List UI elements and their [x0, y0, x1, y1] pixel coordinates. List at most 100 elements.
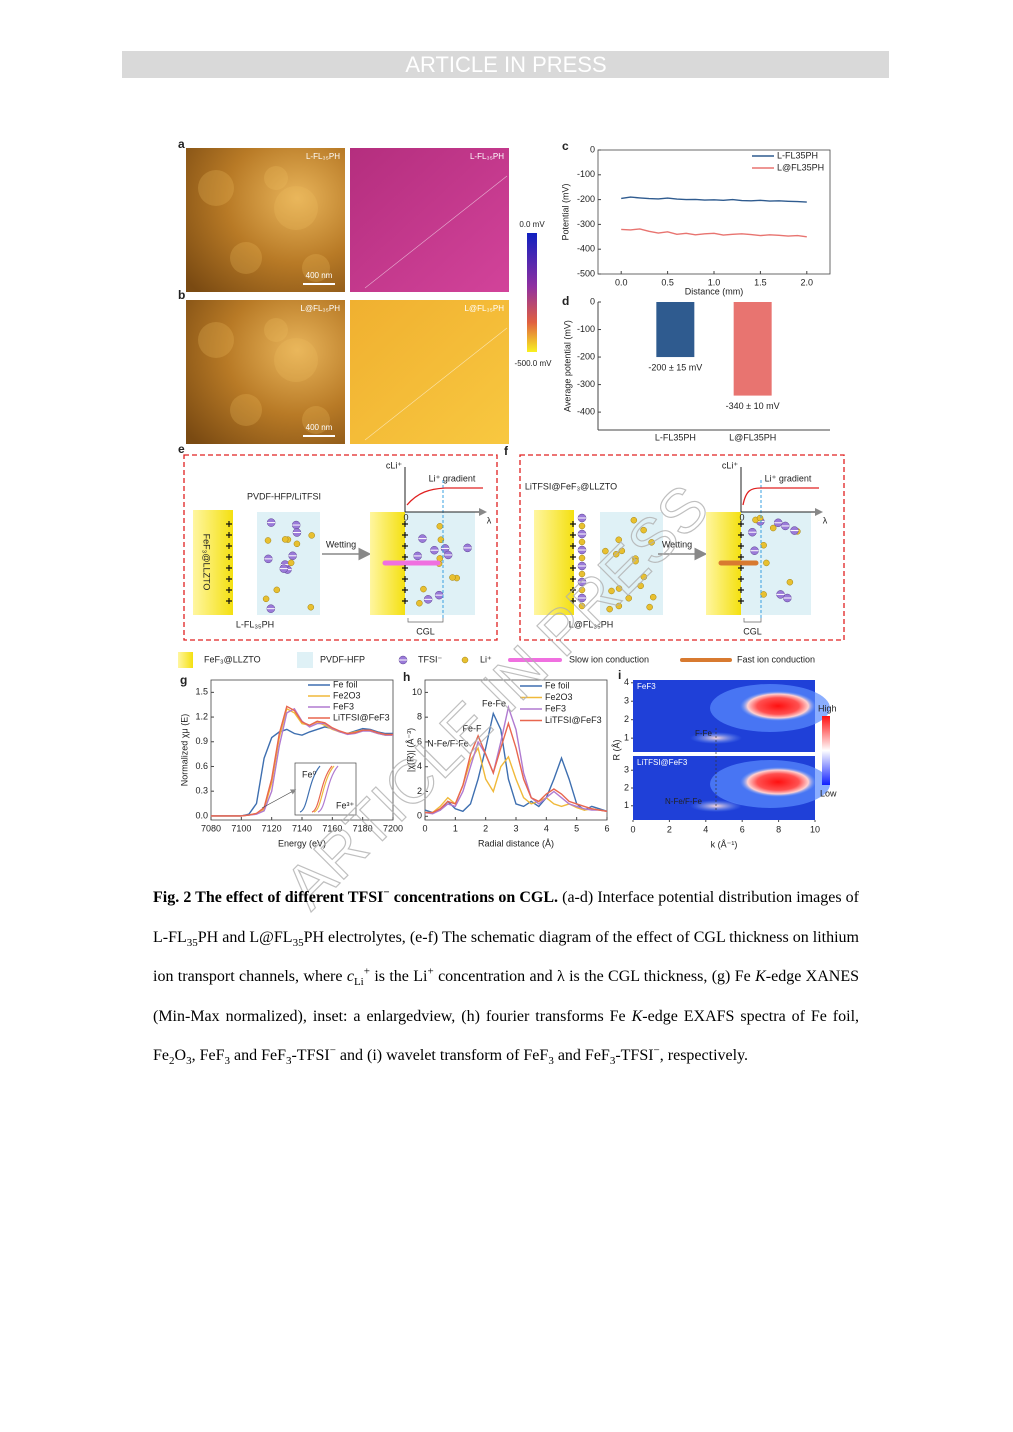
image-label: L-FL₃₅PH: [306, 152, 340, 161]
dashed-frame: [519, 454, 845, 641]
grain: [302, 254, 330, 282]
scan-line: [364, 175, 508, 289]
plus-sign: [402, 554, 408, 560]
li-ion: [308, 532, 315, 539]
x-tick-label: 4: [703, 824, 708, 834]
inset-label: Fe³⁺: [336, 800, 355, 810]
y-tick-label: 2: [624, 714, 629, 724]
li-ion: [287, 559, 295, 567]
li-ion: [293, 540, 301, 548]
inset-curve: [317, 765, 339, 813]
x-tick-label: 0.0: [615, 277, 628, 287]
legend-label: L-FL35PH: [777, 150, 818, 160]
series-line: [424, 704, 608, 815]
plus-sign: [738, 521, 744, 527]
plus-sign: [738, 565, 744, 571]
schematic-label: LiTFSI@FeF₃@LLZTO: [525, 481, 617, 491]
x-tick-label: 10: [810, 824, 820, 834]
legend-label: LiTFSI@FeF3: [333, 712, 390, 722]
x-tick-label: 1.5: [754, 277, 767, 287]
series-line: [425, 721, 608, 814]
scan-line: [364, 327, 508, 441]
li-ion: [769, 524, 777, 532]
grain: [198, 322, 234, 358]
afm-image: [186, 148, 345, 292]
li-ion: [632, 557, 639, 565]
caption-text: −: [329, 1045, 336, 1058]
plus-sign: [738, 532, 744, 538]
x-tick-label: 5: [574, 823, 579, 833]
caption-text: PH electrolytes, (e-f) The schematic dia…: [153, 928, 860, 986]
caption-text: and (i) wavelet transform of FeF: [335, 1047, 549, 1065]
y-axis-label: |χ(R)| (Å⁻³): [405, 728, 415, 772]
caption-text: PH and L@FL: [197, 928, 293, 946]
plus-sign: [570, 521, 576, 527]
annotation: N-Fe/F-Fe: [665, 797, 702, 806]
li-ion: [615, 585, 623, 592]
y-tick-label: -300: [577, 219, 595, 229]
legend-label: FeF3: [545, 703, 566, 713]
x-tick-label: 0: [630, 824, 635, 834]
li-ion: [760, 591, 767, 598]
wavelet-peak: [740, 767, 816, 797]
caption-text: 3: [285, 1055, 292, 1068]
li-ion: [615, 536, 622, 544]
y-axis-label: R (Å): [611, 740, 621, 761]
x-tick-label: 7080: [201, 823, 221, 833]
caption-text: K: [755, 968, 766, 986]
figure-body: a b c d e f g h i L-FL₃₅PH 400 nm L-FL₃₅PH L@FL₃₅PH 4…: [178, 137, 845, 849]
x-tick-label: 7100: [231, 823, 251, 833]
li-ion: [273, 586, 281, 594]
plus-sign: [226, 565, 232, 571]
grain: [264, 318, 288, 342]
x-tick-label: 0.5: [661, 277, 674, 287]
plus-sign: [402, 598, 408, 604]
legend-label: Fe foil: [545, 680, 570, 690]
li-ion: [625, 595, 632, 602]
x-tick-label: 3: [513, 823, 518, 833]
panel-label: c: [562, 139, 569, 153]
arrow-label: Wetting: [662, 539, 692, 549]
li-ion: [637, 582, 644, 590]
colorbar: [822, 716, 830, 785]
y-tick-label: -100: [577, 169, 595, 179]
x-tick-label: 7140: [292, 823, 312, 833]
plus-sign: [226, 598, 232, 604]
panel-label: d: [562, 294, 569, 308]
li-ion: [307, 603, 315, 611]
legend-label: Li⁺: [480, 654, 492, 664]
panel-label: e: [178, 442, 185, 456]
x-tick-label: L-FL35PH: [655, 432, 696, 442]
li-ion: [420, 585, 427, 593]
annotation: N-Fe/F-Fe: [427, 738, 469, 748]
schematic-label: CGL: [416, 626, 435, 636]
plus-sign: [402, 521, 408, 527]
y-tick-label: -500: [577, 268, 595, 278]
panel-label: a: [178, 137, 185, 151]
annotation: Fe-F: [463, 723, 483, 733]
caption-text: 3: [609, 1055, 616, 1068]
panel-label: h: [403, 670, 410, 684]
x-axis-label: Radial distance (Å): [478, 838, 554, 848]
caption-text: concentration and λ is the CGL thickness…: [433, 968, 756, 986]
plus-sign: [402, 587, 408, 593]
y-tick-label: 10: [412, 687, 422, 697]
y-tick-label: 2: [417, 786, 422, 796]
plus-sign: [738, 587, 744, 593]
legend-label: FeF3: [333, 701, 354, 711]
x-tick-label: 6: [740, 824, 745, 834]
li-ion: [461, 656, 469, 664]
y-tick-label: 4: [624, 677, 629, 687]
legend-label: TFSI⁻: [418, 654, 442, 664]
y-tick-label: -200: [577, 194, 595, 204]
x-tick-label: 7180: [353, 823, 373, 833]
caption-text: -edge EXAFS spectra of Fe foil, Fe: [153, 1007, 860, 1065]
y-tick-label: 0.0: [195, 810, 208, 820]
legend-swatch: [178, 652, 193, 668]
legend-label: LiTFSI@FeF3: [545, 715, 602, 725]
legend-label: Fe foil: [333, 679, 358, 689]
y-tick-label: -400: [577, 406, 595, 416]
axis-symbol: λ: [823, 515, 828, 525]
li-ion: [262, 595, 270, 603]
caption-text: 3: [224, 1055, 230, 1068]
